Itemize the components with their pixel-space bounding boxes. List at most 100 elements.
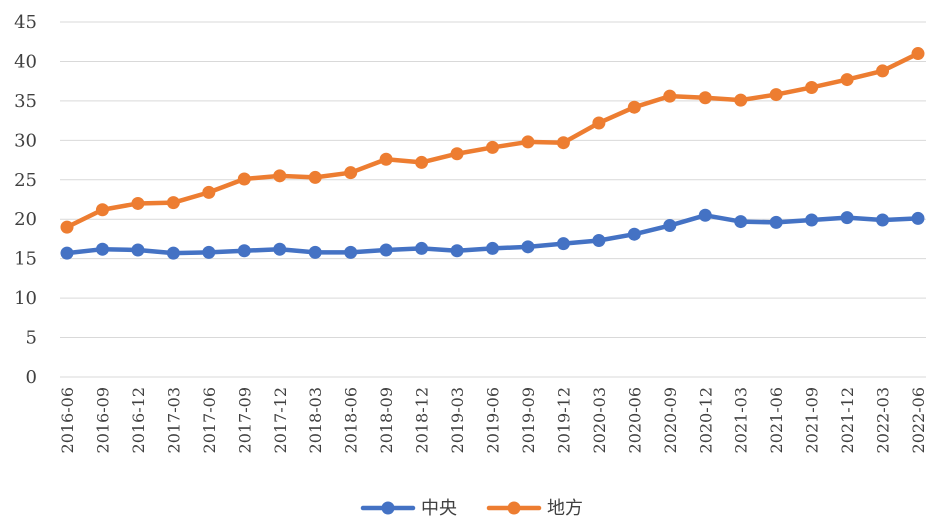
data-point[interactable] — [95, 242, 109, 256]
data-point[interactable] — [379, 152, 393, 166]
data-point[interactable] — [592, 116, 606, 130]
data-point[interactable] — [627, 100, 641, 114]
data-point[interactable] — [415, 155, 429, 169]
data-point[interactable] — [273, 169, 287, 183]
data-point[interactable] — [450, 147, 464, 161]
data-point[interactable] — [911, 211, 925, 225]
data-point[interactable] — [237, 172, 251, 186]
data-point[interactable] — [308, 170, 322, 184]
legend-item-0[interactable]: 中央 — [360, 498, 457, 519]
data-point[interactable] — [60, 220, 74, 234]
data-point[interactable] — [840, 73, 854, 87]
data-point[interactable] — [734, 215, 748, 229]
data-point[interactable] — [840, 211, 854, 225]
x-tick-label: 2017-12 — [271, 387, 290, 453]
data-point[interactable] — [805, 80, 819, 94]
data-point[interactable] — [415, 241, 429, 255]
data-point[interactable] — [131, 243, 145, 257]
x-tick-label: 2018-06 — [342, 387, 361, 453]
data-point[interactable] — [131, 196, 145, 210]
x-tick-label: 2016-06 — [58, 387, 77, 453]
x-tick-label: 2022-03 — [874, 387, 893, 453]
data-point[interactable] — [166, 246, 180, 260]
y-tick-label: 45 — [14, 12, 37, 33]
data-point[interactable] — [450, 244, 464, 258]
data-point[interactable] — [273, 242, 287, 256]
data-point[interactable] — [698, 208, 712, 222]
legend-label-0: 中央 — [421, 498, 457, 519]
x-tick-label: 2020-09 — [661, 387, 680, 453]
series-0 — [60, 208, 925, 260]
data-point[interactable] — [95, 203, 109, 217]
x-tick-label: 2021-03 — [732, 387, 751, 453]
data-point[interactable] — [344, 166, 358, 180]
legend-marker-1 — [507, 501, 521, 515]
data-point[interactable] — [805, 213, 819, 227]
data-point[interactable] — [734, 93, 748, 107]
data-point[interactable] — [237, 244, 251, 258]
x-tick-label: 2020-03 — [590, 387, 609, 453]
x-tick-label: 2019-09 — [519, 387, 538, 453]
y-tick-label: 40 — [14, 51, 37, 72]
y-tick-label: 10 — [14, 288, 37, 309]
data-point[interactable] — [202, 245, 216, 259]
data-point[interactable] — [521, 135, 535, 149]
legend-marker-0 — [381, 501, 395, 515]
x-tick-label: 2019-06 — [484, 387, 503, 453]
x-tick-label: 2018-12 — [413, 387, 432, 453]
x-tick-label: 2022-06 — [909, 387, 928, 453]
data-point[interactable] — [592, 234, 606, 248]
data-point[interactable] — [60, 246, 74, 260]
data-point[interactable] — [663, 219, 677, 233]
data-point[interactable] — [769, 215, 783, 229]
legend-item-1[interactable]: 地方 — [486, 498, 583, 519]
legend: 中央 地方 — [360, 498, 583, 519]
data-point[interactable] — [308, 245, 322, 259]
data-point[interactable] — [202, 185, 216, 199]
data-point[interactable] — [876, 213, 890, 227]
y-axis: 0 5 10 15 20 25 30 35 40 45 — [14, 12, 37, 388]
y-tick-label: 20 — [14, 209, 37, 230]
x-tick-label: 2017-06 — [200, 387, 219, 453]
x-tick-label: 2021-12 — [838, 387, 857, 453]
data-point[interactable] — [486, 140, 499, 154]
x-tick-label: 2019-03 — [448, 387, 467, 453]
series-layer — [60, 47, 925, 260]
x-tick-label: 2021-06 — [767, 387, 786, 453]
x-tick-label: 2019-12 — [554, 387, 573, 453]
x-tick-label: 2016-12 — [129, 387, 148, 453]
x-tick-label: 2020-12 — [696, 387, 715, 453]
y-tick-label: 5 — [26, 328, 37, 349]
grid-layer — [60, 21, 926, 378]
data-point[interactable] — [166, 196, 180, 210]
y-tick-label: 0 — [26, 367, 37, 388]
data-point[interactable] — [379, 243, 393, 257]
y-tick-label: 35 — [14, 91, 37, 112]
x-tick-label: 2020-06 — [625, 387, 644, 453]
data-point[interactable] — [698, 91, 712, 105]
x-tick-label: 2017-09 — [235, 387, 254, 453]
x-tick-label: 2016-09 — [93, 387, 112, 453]
x-tick-label: 2018-03 — [306, 387, 325, 453]
y-tick-label: 25 — [14, 170, 37, 191]
x-tick-label: 2017-03 — [164, 387, 183, 453]
data-point[interactable] — [556, 237, 570, 251]
data-point[interactable] — [876, 64, 890, 78]
data-point[interactable] — [911, 47, 925, 61]
x-tick-label: 2018-09 — [377, 387, 396, 453]
data-point[interactable] — [344, 245, 358, 259]
x-axis: 2016-06 2016-09 2016-12 2017-03 2017-06 2017-… — [58, 387, 928, 453]
y-tick-label: 30 — [14, 130, 37, 151]
x-tick-label: 2021-09 — [803, 387, 822, 453]
data-point[interactable] — [663, 89, 677, 103]
data-point[interactable] — [556, 136, 570, 150]
data-point[interactable] — [627, 227, 641, 241]
data-point[interactable] — [486, 241, 499, 255]
data-point[interactable] — [769, 88, 783, 102]
series-1 — [60, 47, 925, 234]
data-point[interactable] — [521, 240, 535, 254]
legend-label-1: 地方 — [547, 498, 583, 519]
y-tick-label: 15 — [14, 249, 37, 270]
